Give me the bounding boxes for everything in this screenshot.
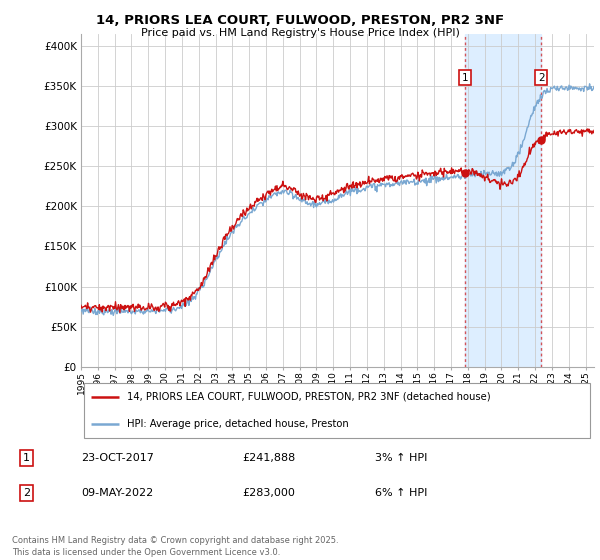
Text: 23-OCT-2017: 23-OCT-2017 xyxy=(81,453,154,463)
Text: Contains HM Land Registry data © Crown copyright and database right 2025.
This d: Contains HM Land Registry data © Crown c… xyxy=(12,536,338,557)
Text: 2: 2 xyxy=(23,488,30,498)
Text: 3% ↑ HPI: 3% ↑ HPI xyxy=(375,453,427,463)
Text: 2: 2 xyxy=(538,73,544,83)
Text: Price paid vs. HM Land Registry's House Price Index (HPI): Price paid vs. HM Land Registry's House … xyxy=(140,28,460,38)
Text: 14, PRIORS LEA COURT, FULWOOD, PRESTON, PR2 3NF (detached house): 14, PRIORS LEA COURT, FULWOOD, PRESTON, … xyxy=(127,391,491,402)
Text: 14, PRIORS LEA COURT, FULWOOD, PRESTON, PR2 3NF: 14, PRIORS LEA COURT, FULWOOD, PRESTON, … xyxy=(96,14,504,27)
Text: HPI: Average price, detached house, Preston: HPI: Average price, detached house, Pres… xyxy=(127,419,349,429)
Text: £241,888: £241,888 xyxy=(242,453,296,463)
Text: 1: 1 xyxy=(461,73,468,83)
Bar xyxy=(464,34,541,367)
Text: £283,000: £283,000 xyxy=(242,488,295,498)
FancyBboxPatch shape xyxy=(83,382,590,438)
Text: 09-MAY-2022: 09-MAY-2022 xyxy=(81,488,154,498)
Text: 6% ↑ HPI: 6% ↑ HPI xyxy=(375,488,427,498)
Text: 1: 1 xyxy=(23,453,30,463)
